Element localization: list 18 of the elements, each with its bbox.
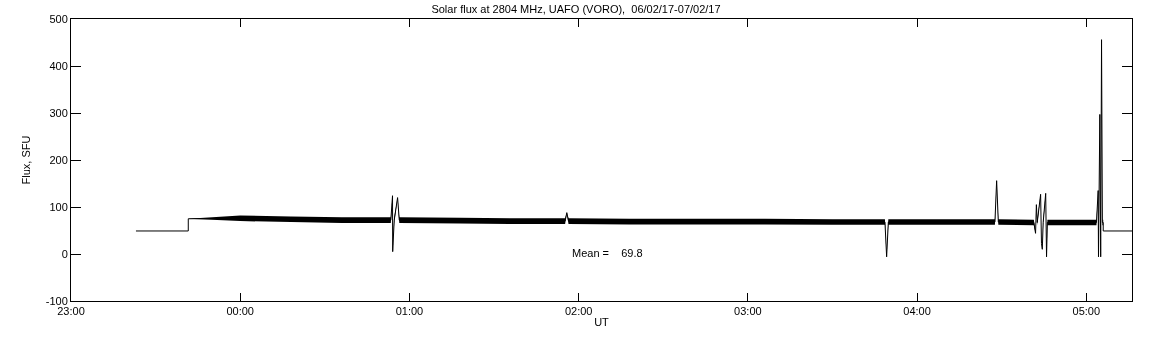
annotation: Mean = 69.8 xyxy=(572,247,643,259)
y-tick-label: 100 xyxy=(49,200,68,213)
y-tick-label: 0 xyxy=(61,247,68,260)
x-tick-label: 23:00 xyxy=(57,305,85,318)
x-tick-label: 01:00 xyxy=(395,305,424,318)
chart-title: Solar flux at 2804 MHz, UAFO (VORO), 06/02/17-07/02/17 xyxy=(431,2,721,15)
x-tick-label: 05:00 xyxy=(1072,305,1101,318)
x-axis-title: UT xyxy=(594,316,610,329)
y-tick-label: 500 xyxy=(49,12,68,25)
y-tick-label: 400 xyxy=(49,59,68,72)
y-tick-label: 300 xyxy=(49,106,68,119)
x-tick-label: 00:00 xyxy=(226,305,254,318)
y-axis-title: Flux, SFU xyxy=(20,135,33,185)
x-tick-label: 03:00 xyxy=(734,305,762,318)
x-tick-label: 02:00 xyxy=(564,305,593,318)
y-tick-label: -100 xyxy=(45,294,68,307)
y-tick-label: 200 xyxy=(49,153,68,166)
x-tick-label: 04:00 xyxy=(903,305,931,318)
